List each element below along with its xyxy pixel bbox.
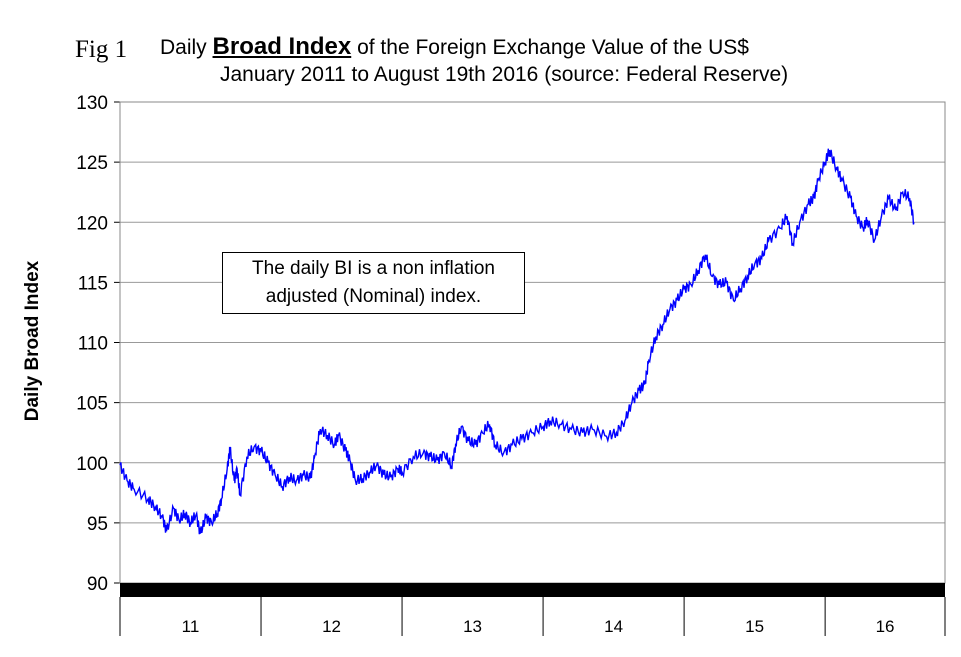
y-tick-label: 90 (87, 574, 108, 595)
x-tick-label: 14 (604, 617, 623, 636)
chart-subtitle: January 2011 to August 19th 2016 (source… (220, 63, 789, 86)
series-line (119, 148, 915, 535)
x-axis-bar (120, 583, 945, 597)
y-tick-label: 110 (78, 334, 108, 355)
title-bold: Broad Index (212, 33, 352, 60)
title-prefix: Daily (160, 36, 207, 59)
y-tick-label: 120 (76, 213, 108, 234)
x-tick-label: 11 (182, 617, 200, 636)
chart-title: Daily Broad Index of the Foreign Exchang… (160, 33, 749, 61)
y-tick-label: 130 (76, 93, 108, 114)
y-tick-label: 105 (76, 394, 108, 415)
annotation-line-1: The daily BI is a non inflation (252, 258, 495, 279)
x-tick-label: 13 (463, 617, 482, 636)
y-tick-label: 115 (78, 273, 108, 294)
x-tick-label: 16 (876, 617, 895, 636)
figure-label: Fig 1 (75, 36, 128, 63)
y-tick-label: 125 (76, 153, 108, 174)
y-tick-label: 100 (76, 454, 108, 475)
annotation-box: The daily BI is a non inflation adjusted… (222, 252, 525, 314)
annotation-line-2: adjusted (Nominal) index. (265, 286, 482, 307)
title-suffix: of the Foreign Exchange Value of the US$ (357, 36, 749, 59)
x-tick-label: 12 (322, 617, 341, 636)
x-tick-label: 15 (745, 617, 764, 636)
y-tick-label: 95 (87, 514, 108, 535)
